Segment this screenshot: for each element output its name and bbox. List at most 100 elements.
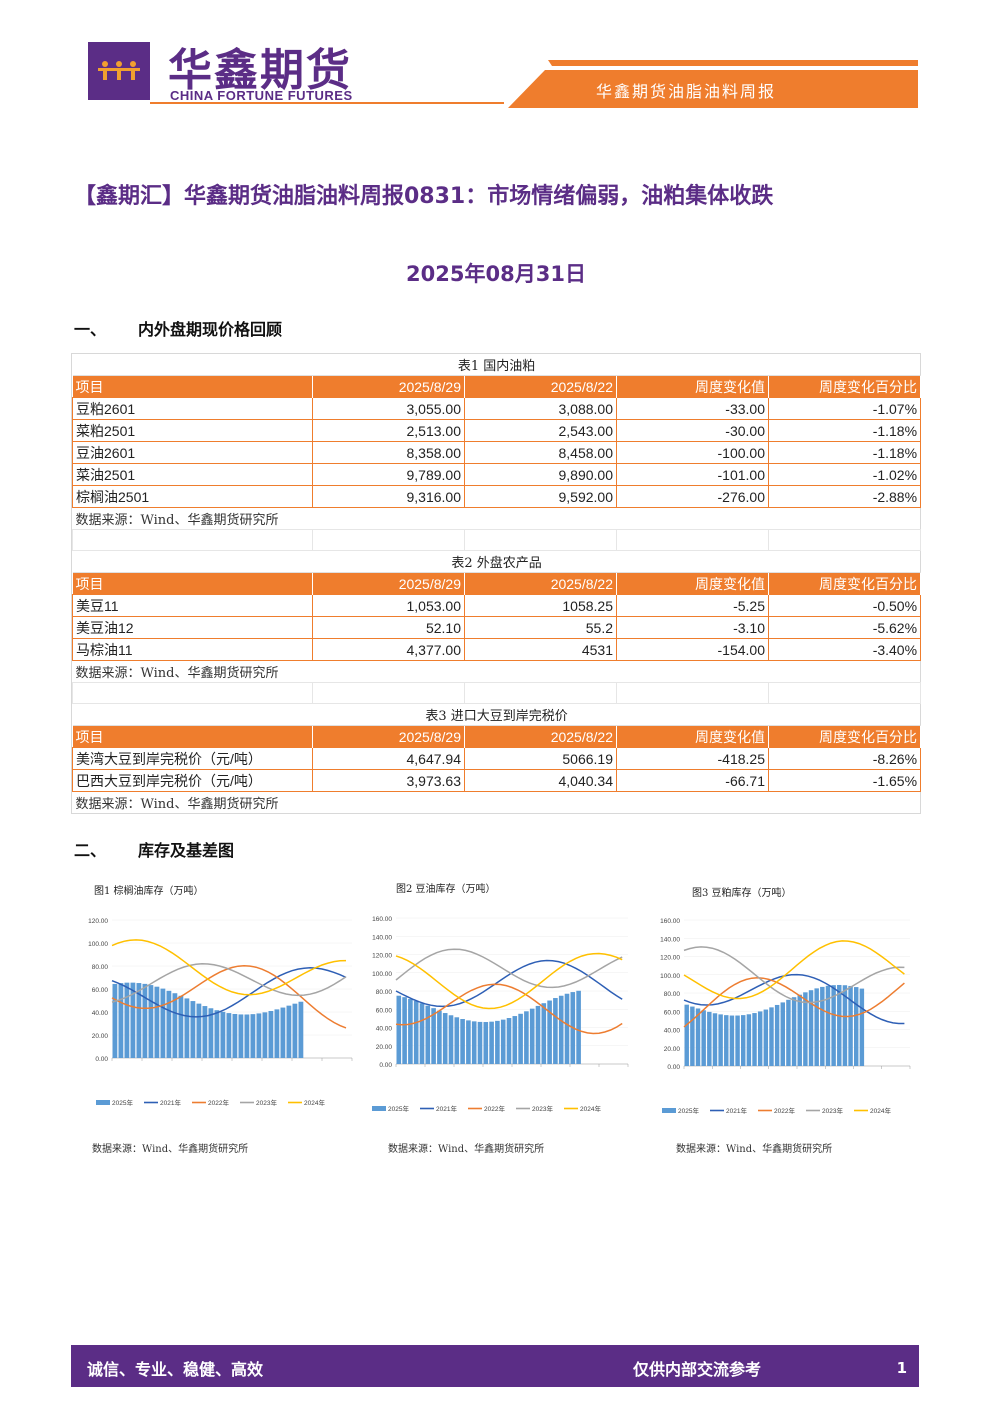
value-cell: -1.18% [767, 441, 922, 464]
price-table: 表1 国内油粕 项目 2025/8/29 2025/8/22 周度变化值 周度变化百分比豆… [72, 354, 922, 813]
bar-2025 [690, 1006, 695, 1066]
value-cell: -66.71 [616, 769, 769, 792]
column-header: 周度变化百分比 [768, 572, 922, 595]
bar-2025 [419, 1003, 425, 1064]
y-tick-label: 140.00 [372, 934, 392, 941]
series-line-2023年 [395, 948, 623, 989]
bar-2025 [831, 985, 836, 1066]
value-cell: -8.26% [767, 747, 922, 770]
table-row: 豆粕2601 3,055.00 3,088.00 -33.00 -1.07% [72, 397, 922, 420]
table-source: 数据来源：Wind、华鑫期货研究所 [72, 791, 921, 813]
legend-label: 2024年 [304, 1098, 325, 1107]
empty-cell [312, 529, 465, 551]
value-cell: -1.07% [767, 397, 922, 420]
bar-2025 [797, 994, 802, 1066]
value-cell: 3,088.00 [464, 397, 617, 420]
value-cell: -5.62% [767, 616, 922, 639]
bar-2025 [262, 1012, 268, 1058]
empty-cell [616, 529, 769, 551]
bar-2025 [718, 1014, 723, 1066]
bar-2025 [735, 1015, 740, 1066]
value-cell: -0.50% [767, 594, 922, 617]
chart-title: 图3 豆粕库存（万吨） [692, 888, 792, 899]
item-name: 菜油2501 [72, 463, 313, 486]
y-tick-label: 80.00 [376, 989, 393, 996]
bar-2025 [524, 1011, 529, 1064]
series-line-2023年 [683, 946, 905, 1004]
bar-2025 [746, 1014, 752, 1066]
column-header: 周度变化值 [616, 375, 769, 398]
series-line-2024年 [683, 940, 905, 1000]
column-header: 2025/8/29 [312, 572, 465, 595]
y-tick-label: 100.00 [88, 941, 108, 948]
y-tick-label: 120.00 [372, 953, 392, 960]
value-cell: -418.25 [616, 747, 769, 770]
table-row: 棕榈油2501 9,316.00 9,592.00 -276.00 -2.88% [72, 485, 922, 508]
bar-2025 [148, 985, 154, 1058]
column-header: 周度变化百分比 [768, 375, 922, 398]
value-cell: 9,789.00 [312, 463, 465, 486]
inventory-charts: 图1 棕榈油库存（万吨） 图2 豆油库存（万吨） 图3 豆粕库存（万吨） 120… [72, 876, 920, 1158]
bar-2025 [825, 985, 831, 1066]
y-tick-label: 0.00 [667, 1064, 680, 1071]
bar-2025 [136, 983, 142, 1058]
bar-2025 [437, 1010, 442, 1064]
footer-notice: 仅供内部交流参考 [633, 1360, 762, 1379]
y-tick-label: 0.00 [379, 1062, 392, 1069]
empty-cell [72, 529, 313, 551]
table-header-row: 项目 2025/8/29 2025/8/22 周度变化值 周度变化百分比 [72, 725, 922, 748]
value-cell: -5.25 [616, 594, 769, 617]
empty-cell [767, 682, 922, 704]
bar-2025 [707, 1011, 712, 1066]
footer-motto: 诚信、专业、稳健、高效 [87, 1360, 264, 1379]
bar-2025 [786, 999, 791, 1066]
value-cell: -1.02% [767, 463, 922, 486]
legend-label: 2021年 [726, 1106, 747, 1115]
bar-2025 [477, 1021, 483, 1064]
value-cell: 8,458.00 [464, 441, 617, 464]
section-number: 二、 [74, 841, 107, 860]
legend-label: 2025年 [388, 1104, 409, 1113]
table-caption-row: 表1 国内油粕 [72, 354, 921, 376]
series-line-2022年 [683, 977, 905, 1028]
logo-figures-icon [98, 61, 140, 80]
value-cell: 1058.25 [464, 594, 617, 617]
spacer-row [72, 529, 922, 551]
value-cell: 4,377.00 [312, 638, 465, 661]
table-source: 数据来源：Wind、华鑫期货研究所 [72, 507, 921, 530]
legend-swatch [662, 1108, 676, 1113]
table-row: 美豆油12 52.10 55.2 -3.10 -5.62% [72, 616, 922, 639]
value-cell: -2.88% [767, 485, 922, 508]
y-tick-label: 40.00 [92, 1010, 109, 1017]
y-tick-label: 80.00 [664, 991, 681, 998]
value-cell: 9,316.00 [312, 485, 465, 508]
logo-english: CHINA FORTUNE FUTURES [170, 88, 353, 103]
empty-cell [616, 682, 769, 704]
bar-2025 [184, 998, 190, 1058]
bar-2025 [791, 997, 797, 1066]
item-name: 豆油2601 [72, 441, 313, 464]
column-header: 项目 [72, 572, 313, 595]
y-tick-label: 160.00 [660, 918, 680, 925]
bar-2025 [442, 1013, 448, 1064]
bar-2025 [425, 1005, 431, 1064]
legend-label: 2023年 [256, 1098, 277, 1107]
value-cell: 1,053.00 [312, 594, 465, 617]
report-date: 2025年08月31日 [406, 262, 586, 286]
bar-2025 [752, 1013, 757, 1066]
value-cell: 4,040.34 [464, 769, 617, 792]
bar-2025 [244, 1014, 250, 1058]
legend-label: 2022年 [484, 1104, 505, 1113]
series-line-2023年 [111, 963, 347, 1003]
section-number: 一、 [74, 320, 107, 339]
table-source-row: 数据来源：Wind、华鑫期货研究所 [72, 507, 921, 530]
y-tick-label: 0.00 [95, 1056, 108, 1063]
value-cell: 9,592.00 [464, 485, 617, 508]
y-tick-label: 20.00 [664, 1046, 681, 1053]
y-tick-label: 140.00 [660, 936, 680, 943]
bar-2025 [741, 1015, 746, 1066]
bar-2025 [576, 990, 581, 1064]
bar-2025 [256, 1013, 262, 1058]
y-tick-label: 40.00 [664, 1028, 681, 1035]
table-header-row: 项目 2025/8/29 2025/8/22 周度变化值 周度变化百分比 [72, 375, 922, 398]
